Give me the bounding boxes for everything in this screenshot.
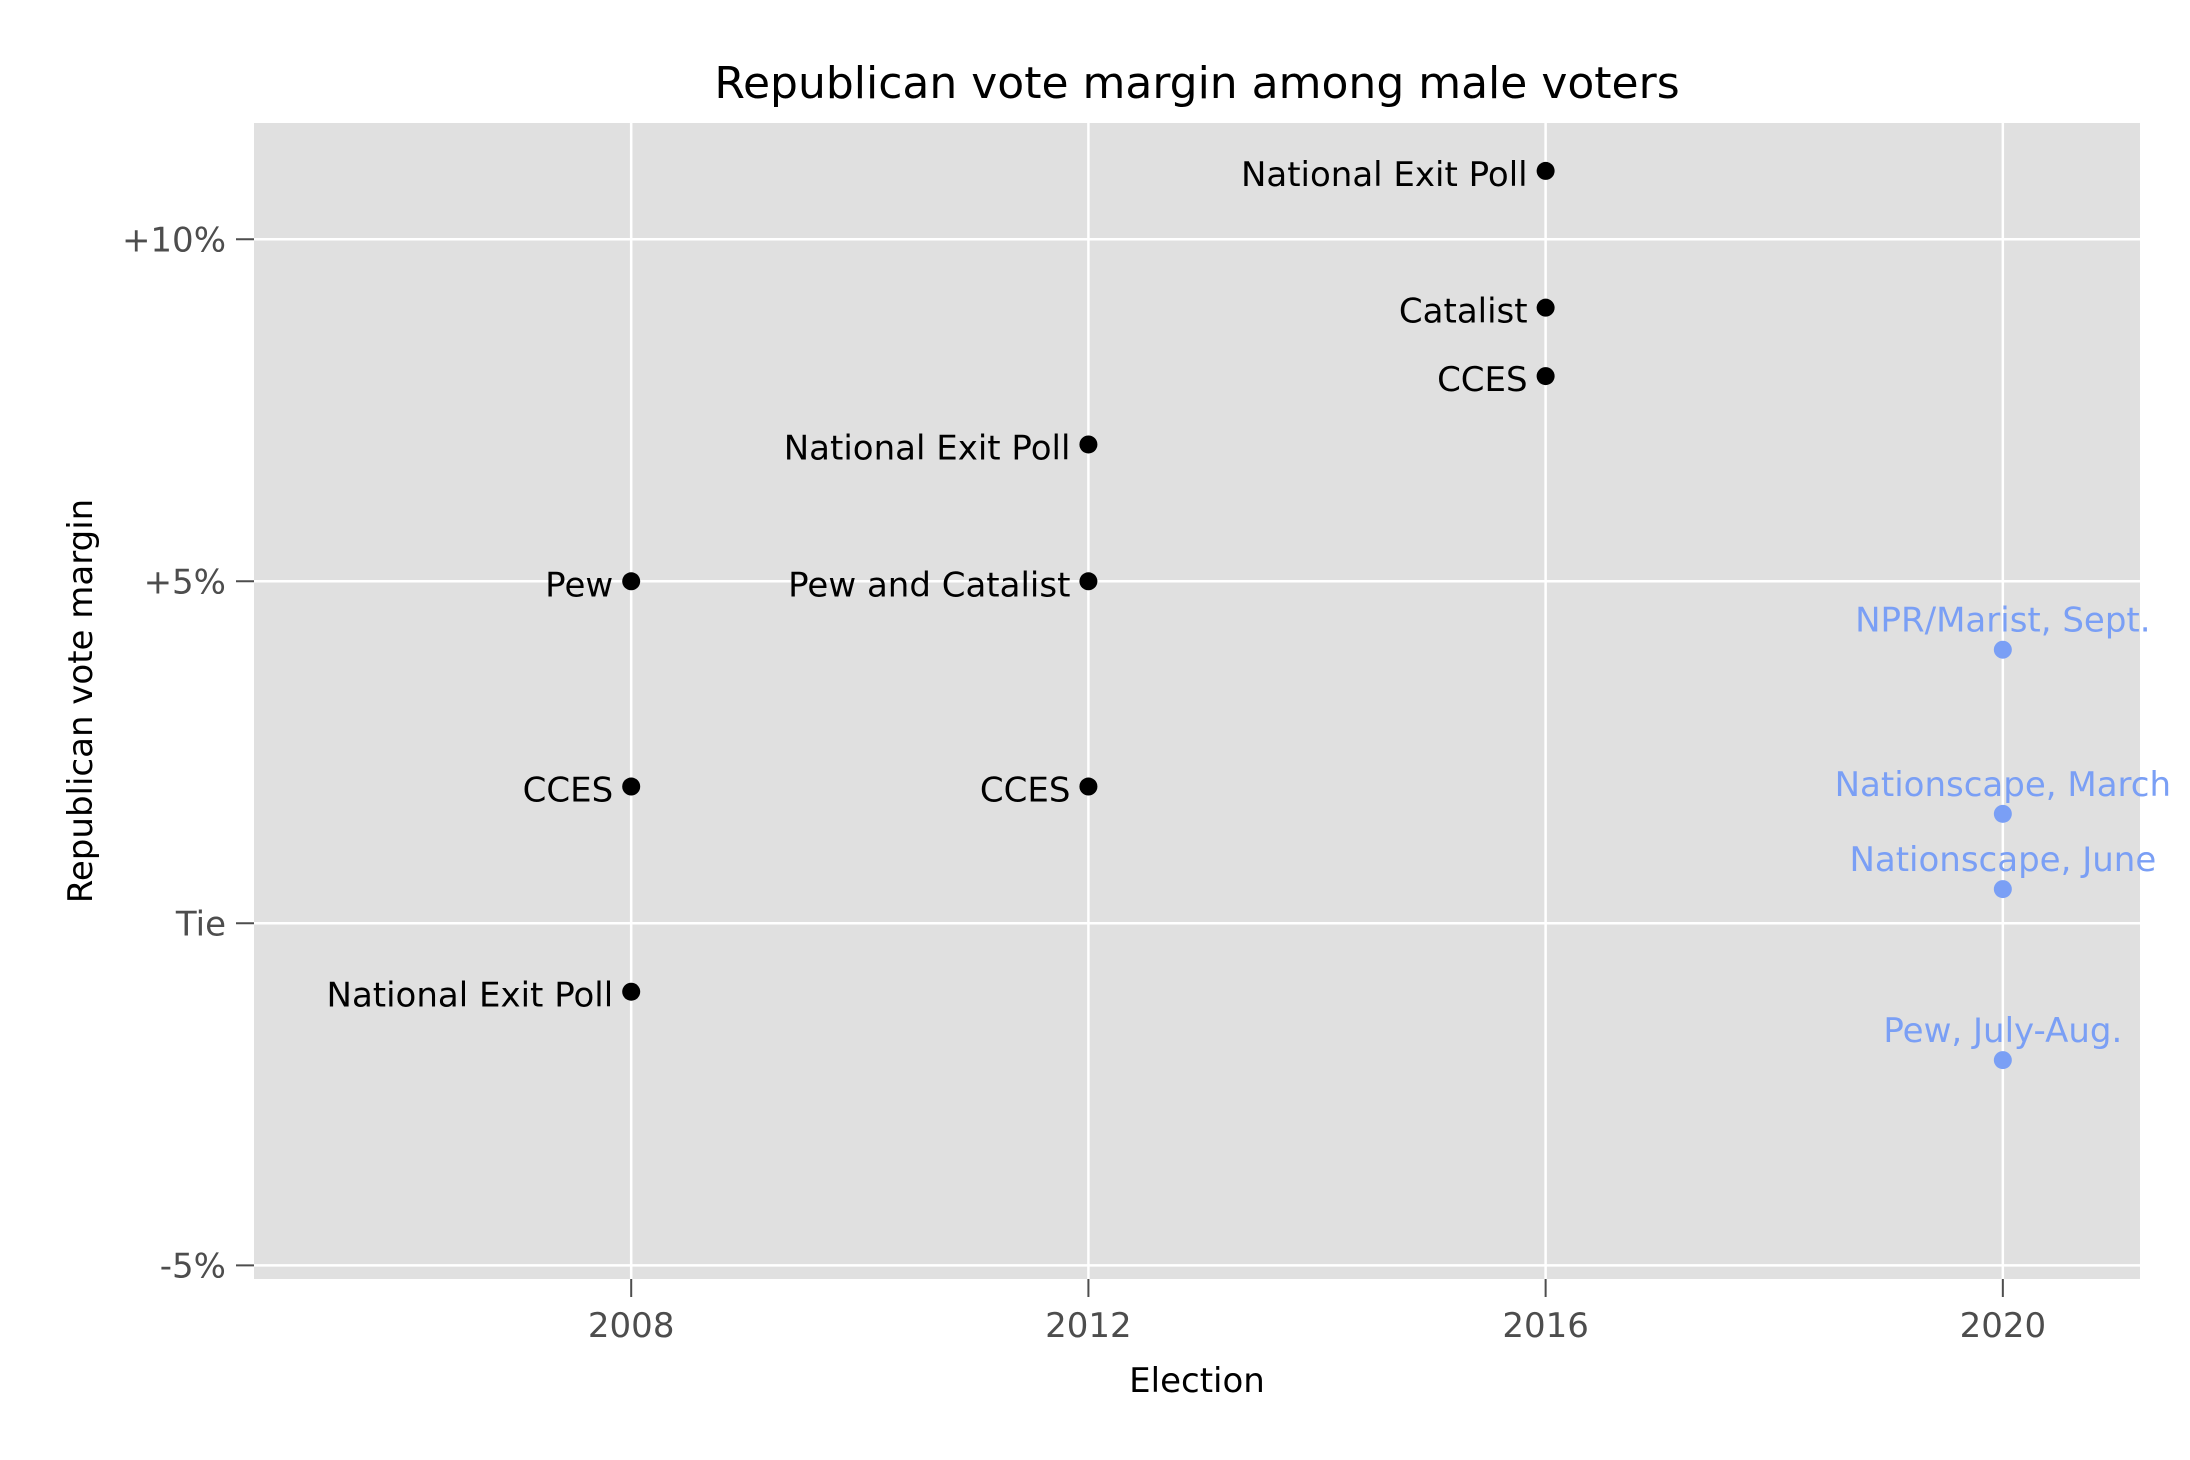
x-tick-label: 2020 [1960, 1306, 2047, 1346]
y-tick-label: Tie [175, 904, 226, 944]
data-point-label: CCES [523, 771, 614, 811]
data-point-label: National Exit Poll [1241, 155, 1528, 195]
data-point [1079, 777, 1098, 796]
data-point [1536, 367, 1555, 386]
y-tick-label: +10% [122, 220, 226, 260]
data-point-label: NPR/Marist, Sept. [1855, 601, 2151, 641]
x-tick-label: 2008 [588, 1306, 675, 1346]
data-point-label: CCES [1437, 360, 1528, 400]
x-axis-title: Election [1129, 1361, 1265, 1401]
data-points: Pew CCES National Exit Poll National Exit P… [327, 155, 2171, 1070]
data-point [1079, 435, 1098, 454]
y-axis: +10% +5% Tie -5% [122, 220, 254, 1286]
chart-title: Republican vote margin among male voters [714, 58, 1679, 109]
data-point-label: Pew and Catalist [788, 565, 1070, 605]
data-point [1536, 161, 1555, 180]
data-point-label: Nationscape, March [1835, 765, 2171, 805]
data-point [1993, 880, 2012, 899]
y-tick-label: +5% [144, 562, 226, 602]
data-point [622, 982, 641, 1001]
x-tick-label: 2012 [1045, 1306, 1132, 1346]
plot-panel [254, 123, 2140, 1279]
data-point [1993, 640, 2012, 659]
data-point [622, 572, 641, 591]
y-tick-label: -5% [160, 1246, 226, 1286]
data-point-label: CCES [980, 771, 1071, 811]
data-point-label: National Exit Poll [327, 976, 614, 1016]
data-point-label: Nationscape, June [1849, 840, 2156, 880]
data-point [1079, 572, 1098, 591]
data-point-label: National Exit Poll [784, 428, 1071, 468]
data-point [1536, 298, 1555, 317]
data-point [1993, 804, 2012, 823]
data-point-label: Catalist [1399, 292, 1528, 332]
x-tick-label: 2016 [1502, 1306, 1589, 1346]
y-axis-title: Republican vote margin [61, 499, 101, 903]
x-axis: 2008 2012 2016 2020 [588, 1279, 2046, 1346]
data-point [622, 777, 641, 796]
data-point [1993, 1051, 2012, 1070]
data-point-label: Pew, July-Aug. [1883, 1011, 2122, 1051]
data-point-label: Pew [545, 565, 613, 605]
